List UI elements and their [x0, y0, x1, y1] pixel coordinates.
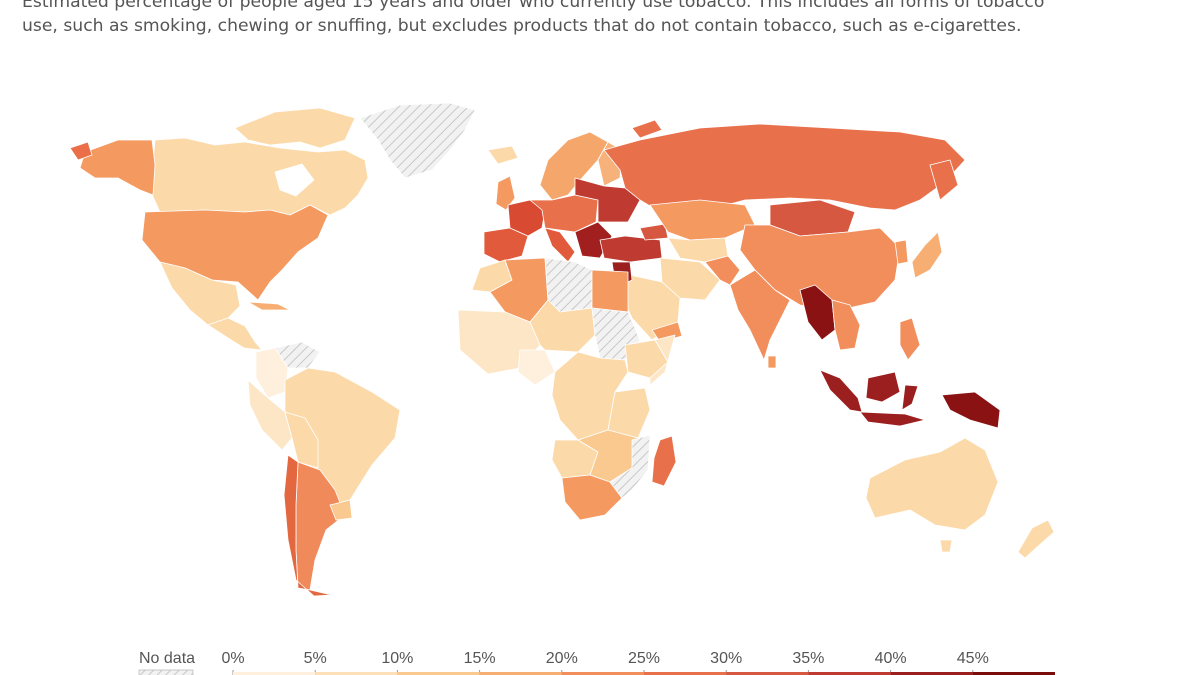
region-india	[729, 269, 791, 361]
legend-tick-label: 15%	[464, 650, 496, 667]
region-bolivia	[284, 411, 319, 469]
region-mozambique	[609, 434, 651, 499]
region-madagascar	[651, 435, 677, 487]
region-central-europe	[529, 194, 599, 233]
legend-tick-label: 25%	[628, 650, 660, 667]
region-uruguay	[329, 499, 353, 521]
legend-tick-label: 35%	[792, 650, 824, 667]
legend-tick-label: 40%	[875, 650, 907, 667]
region-somalia	[649, 334, 676, 386]
map-subtitle: Estimated percentage of people aged 15 y…	[22, 0, 1045, 36]
region-iceland	[487, 145, 519, 165]
region-peru	[247, 379, 293, 451]
region-japan	[911, 231, 943, 279]
legend-color-bin	[233, 672, 316, 675]
region-alaska	[79, 139, 156, 196]
region-afghanistan	[704, 255, 741, 286]
legend-color-bin	[726, 672, 809, 675]
region-java	[859, 411, 926, 427]
legend-color-scale	[233, 672, 1055, 675]
region-kamchatka	[929, 159, 959, 201]
region-philippines	[899, 317, 921, 361]
legend-color-bin	[972, 672, 1055, 675]
legend-tick-label: 30%	[710, 650, 742, 667]
legend-ticks: 0% 5% 10% 15% 20% 25% 30% 35% 40% 45%	[221, 650, 989, 675]
region-turkey	[599, 235, 663, 263]
region-chile	[283, 454, 333, 597]
region-kazakhstan	[649, 199, 756, 241]
region-australia	[865, 437, 999, 531]
region-greenland	[359, 102, 476, 179]
region-italy	[544, 227, 576, 263]
legend-tick-label: 5%	[304, 650, 327, 667]
legend-tick-label: 10%	[381, 650, 413, 667]
region-eastern-europe	[574, 177, 641, 223]
legend-color-bin	[397, 672, 480, 675]
region-new-zealand	[1017, 519, 1055, 559]
map-legend: No data 0% 5% 10% 15% 20% 25% 30% 35% 40% 45%	[138, 650, 1055, 675]
region-russia	[603, 123, 966, 213]
region-tasmania	[939, 539, 953, 553]
legend-no-data-swatch	[138, 669, 194, 675]
region-southern-africa	[561, 474, 623, 521]
region-sulawesi	[901, 384, 919, 411]
region-korea	[894, 239, 909, 265]
region-sri-lanka	[767, 355, 777, 369]
legend-tick-label: 0%	[221, 650, 244, 667]
region-central-america	[207, 317, 263, 351]
region-alaska-west	[69, 141, 93, 161]
region-mexico	[159, 261, 241, 326]
region-indochina	[831, 299, 861, 351]
legend-tick-label: 45%	[957, 650, 989, 667]
legend-no-data-label: No data	[139, 650, 195, 667]
legend-tick-label: 20%	[546, 650, 578, 667]
region-canada-arctic	[234, 107, 356, 149]
region-borneo	[865, 371, 901, 403]
legend-color-bin	[644, 672, 727, 675]
legend-color-bin	[315, 672, 398, 675]
region-novaya-zemlya	[631, 119, 663, 139]
region-canada	[149, 137, 369, 216]
legend-color-bin	[561, 672, 644, 675]
legend-color-bin	[890, 672, 973, 675]
legend-color-bin	[808, 672, 891, 675]
region-new-guinea	[941, 391, 1001, 429]
region-sumatra	[819, 369, 863, 413]
region-uk	[495, 175, 516, 211]
region-cuba	[247, 301, 291, 311]
hudson-bay	[274, 163, 315, 197]
legend-color-bin	[479, 672, 562, 675]
region-egypt	[591, 269, 629, 313]
world-map	[69, 102, 1055, 597]
region-nigeria	[517, 349, 556, 386]
